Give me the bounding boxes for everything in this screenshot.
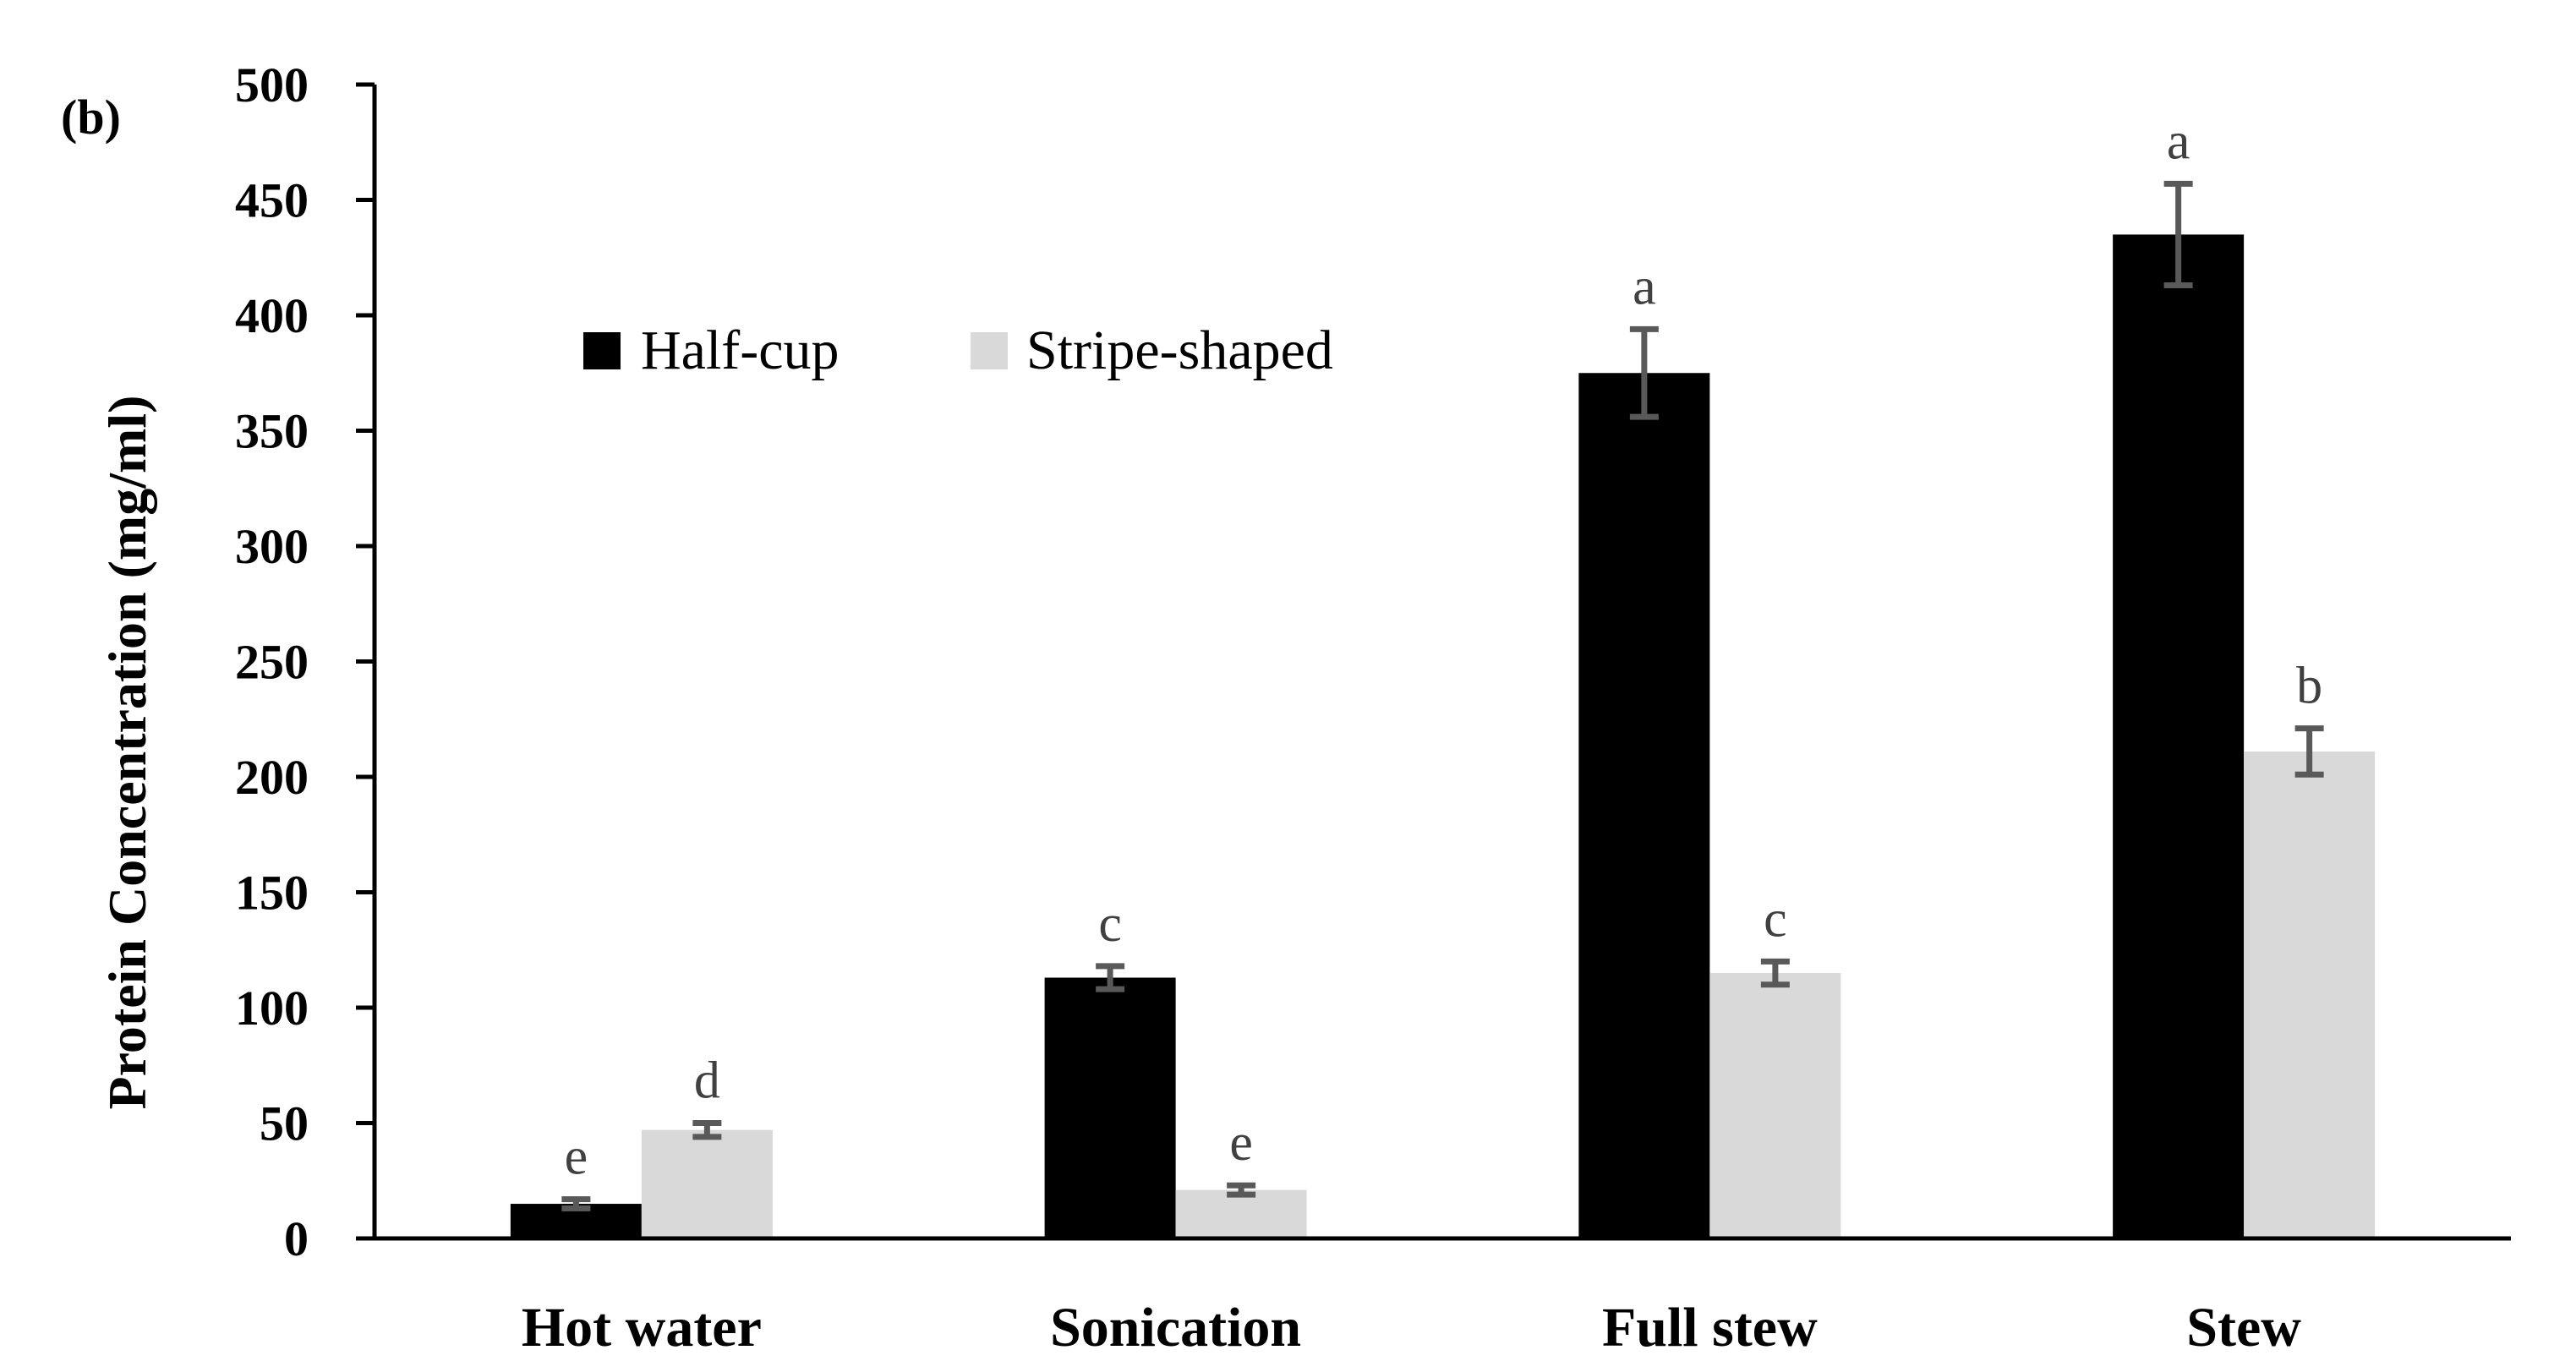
significance-letter: a [2167,112,2190,170]
y-tick-label: 400 [235,288,309,343]
significance-letters-layer: e d c e a c a b [565,112,2323,1185]
legend-swatch-half-cup [583,332,621,369]
bar-stripe-shaped-stew [2244,751,2376,1238]
y-tick-label: 450 [235,173,309,228]
error-bar [561,1196,591,1212]
y-tick-label: 500 [235,57,309,112]
bar-stripe-shaped-hot-water [641,1129,773,1238]
error-bar [2163,180,2193,289]
bar-stripe-shaped-full-stew [1709,973,1841,1238]
error-bars-layer [561,180,2324,1212]
significance-letter: c [1764,890,1787,948]
error-bar [1096,963,1125,992]
significance-letter: e [1229,1114,1253,1172]
legend-label: Half-cup [641,320,840,381]
panel-label: (b) [61,90,121,145]
significance-letter: a [1633,258,1656,315]
bar-half-cup-full-stew [1578,373,1710,1238]
bar-half-cup-sonication [1044,977,1176,1238]
y-tick-label: 50 [260,1096,309,1151]
x-categories-layer: Hot water Sonication Full stew Stew [522,1297,2301,1358]
error-bar [692,1120,722,1140]
significance-letter: c [1098,895,1122,953]
x-category-label: Hot water [522,1297,762,1358]
x-category-label: Full stew [1602,1297,1818,1358]
legend-swatch-stripe-shaped [971,332,1008,369]
legend-label: Stripe-shaped [1026,320,1333,381]
x-category-label: Sonication [1050,1297,1301,1358]
y-tick-label: 250 [235,635,309,690]
x-category-label: Stew [2186,1297,2301,1358]
significance-letter: d [694,1052,720,1110]
y-tick-label: 100 [235,981,309,1036]
bar-half-cup-stew [2113,234,2245,1239]
significance-letter: e [565,1129,588,1186]
legend: Half-cup Stripe-shaped [583,320,1333,381]
error-bar [1629,325,1659,420]
error-bar [1760,958,1790,988]
error-bar [2294,725,2324,778]
bars-layer [510,234,2376,1239]
y-tick-label: 300 [235,519,309,574]
y-axis-title: Protein Concentration (mg/ml) [97,396,157,1110]
bar-stripe-shaped-sonication [1175,1189,1307,1238]
significance-letter: b [2296,658,2322,715]
y-ticks-layer: 0 50 100 150 200 250 300 350 400 450 500 [235,57,375,1266]
y-tick-label: 350 [235,404,309,459]
error-bar [1227,1182,1256,1198]
y-tick-label: 0 [284,1211,309,1266]
y-tick-label: 200 [235,750,309,805]
y-tick-label: 150 [235,866,309,921]
